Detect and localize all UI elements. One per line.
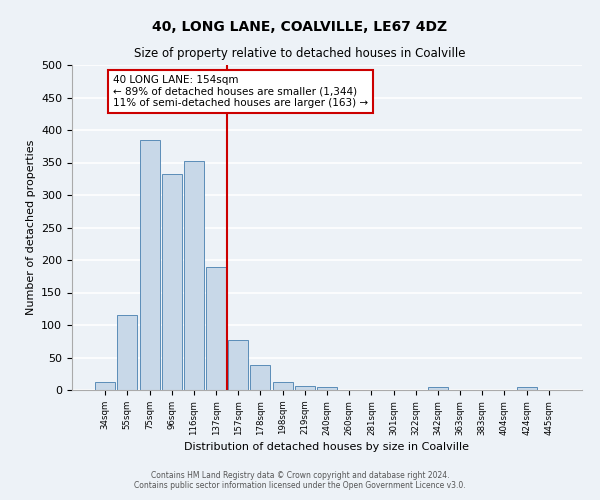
Bar: [295, 386, 315, 390]
Bar: [206, 266, 226, 390]
Bar: [228, 340, 248, 390]
Bar: [95, 382, 115, 390]
Bar: [517, 388, 536, 390]
Bar: [118, 316, 137, 390]
Bar: [140, 140, 160, 390]
Text: Size of property relative to detached houses in Coalville: Size of property relative to detached ho…: [134, 48, 466, 60]
Bar: [272, 382, 293, 390]
Bar: [317, 388, 337, 390]
Text: 40 LONG LANE: 154sqm
← 89% of detached houses are smaller (1,344)
11% of semi-de: 40 LONG LANE: 154sqm ← 89% of detached h…: [113, 74, 368, 108]
Bar: [162, 174, 182, 390]
Text: 40, LONG LANE, COALVILLE, LE67 4DZ: 40, LONG LANE, COALVILLE, LE67 4DZ: [152, 20, 448, 34]
Bar: [184, 160, 204, 390]
Bar: [428, 388, 448, 390]
X-axis label: Distribution of detached houses by size in Coalville: Distribution of detached houses by size …: [185, 442, 470, 452]
Text: Contains HM Land Registry data © Crown copyright and database right 2024.
Contai: Contains HM Land Registry data © Crown c…: [134, 470, 466, 490]
Bar: [250, 366, 271, 390]
Y-axis label: Number of detached properties: Number of detached properties: [26, 140, 35, 315]
